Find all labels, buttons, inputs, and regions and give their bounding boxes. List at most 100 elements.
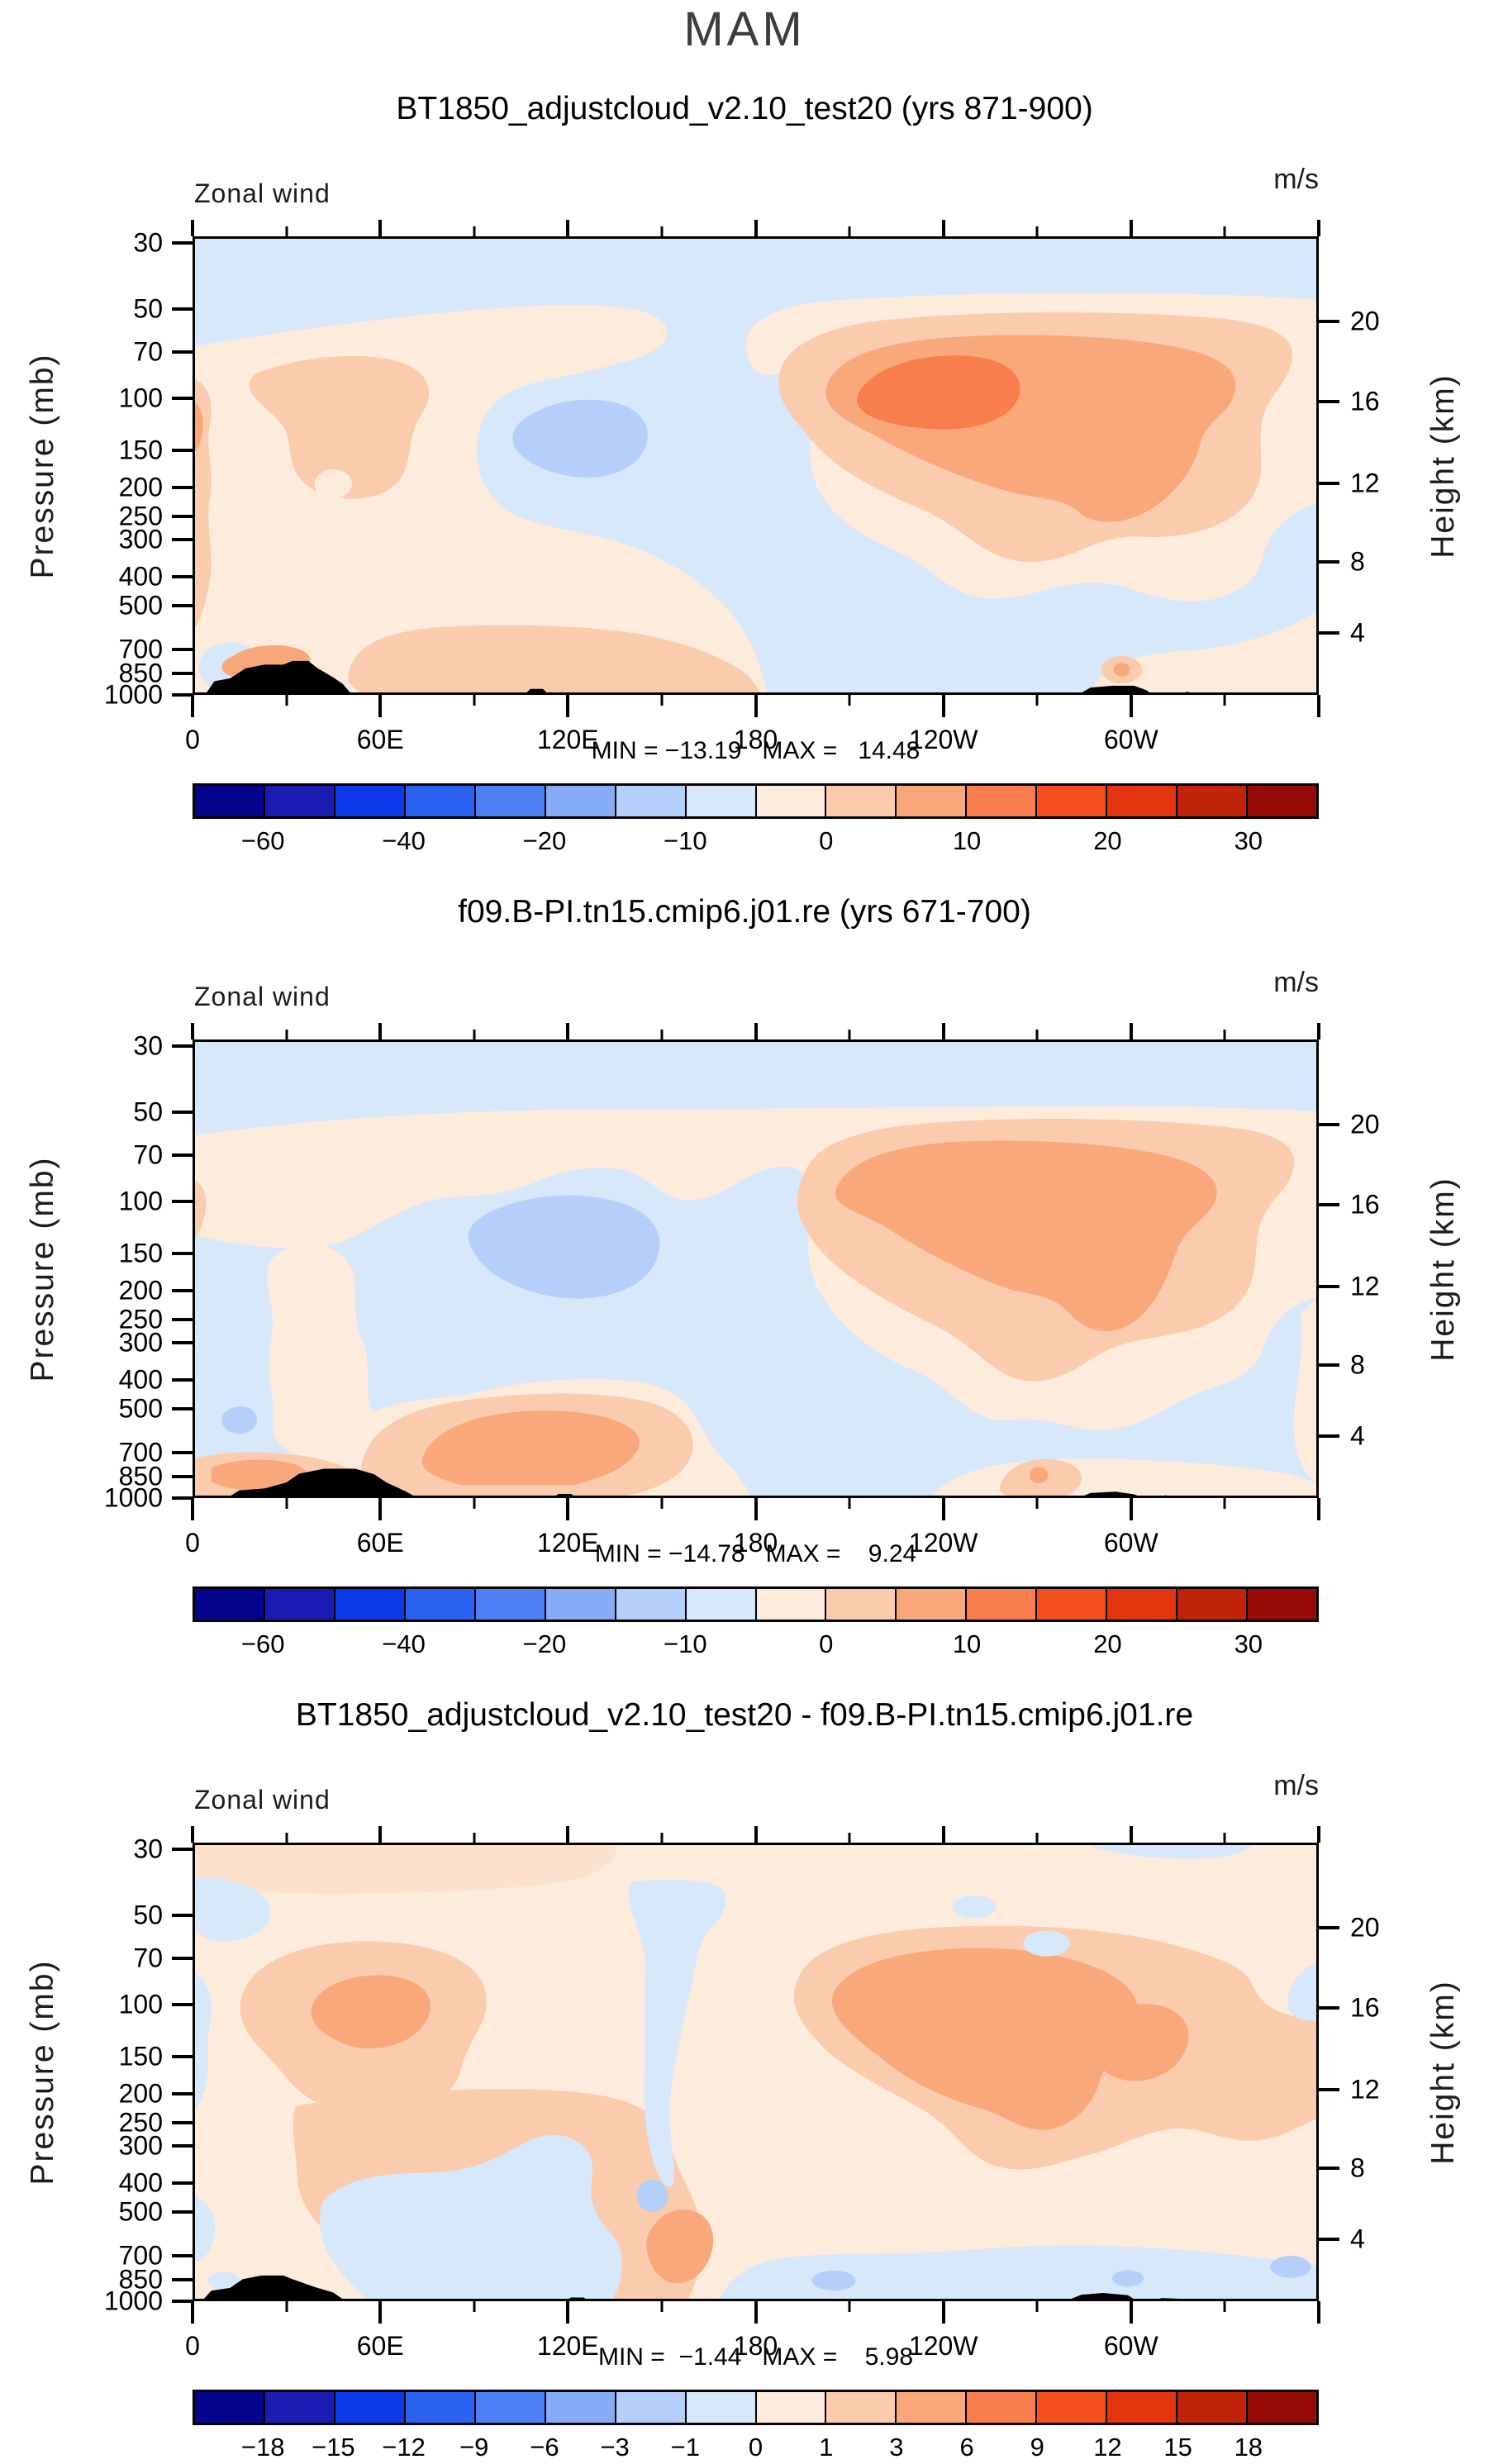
x-major-tick xyxy=(1129,1498,1133,1520)
x-minor-tick xyxy=(1035,2301,1039,2312)
colorbar-cell xyxy=(195,786,264,816)
pressure-tick xyxy=(172,1110,193,1114)
pressure-tick xyxy=(172,2181,193,2185)
colorbar xyxy=(193,783,1319,819)
pressure-tick xyxy=(172,307,193,311)
pressure-tick xyxy=(172,2002,193,2006)
height-tick xyxy=(1319,2237,1339,2241)
pressure-tick xyxy=(172,1153,193,1157)
height-tick xyxy=(1319,560,1339,564)
x-axis-labels: 0 60E 120E 180 120W 60W xyxy=(185,2331,1319,2364)
x-major-tick xyxy=(1317,1498,1320,1520)
x-major-tick xyxy=(566,695,570,717)
x-axis-label: 120E xyxy=(536,725,599,754)
height-tick xyxy=(1319,2088,1339,2092)
pressure-label: 250 xyxy=(118,1304,163,1334)
min-max-stats: MIN = −14.78 MAX = 9.24 xyxy=(594,1540,917,1567)
height-label: 8 xyxy=(1350,2152,1365,2183)
x-axis-label: 60W xyxy=(1103,1528,1158,1558)
x-minor-tick xyxy=(1035,1030,1039,1039)
pressure-label: 500 xyxy=(118,590,163,621)
x-minor-tick xyxy=(848,1498,851,1509)
height-tick xyxy=(1319,1285,1339,1289)
pressure-label: 500 xyxy=(118,1393,163,1424)
height-tick xyxy=(1319,2167,1339,2171)
x-minor-tick xyxy=(1223,1498,1226,1509)
x-axis-label: 60W xyxy=(1103,2331,1158,2361)
panel-title: BT1850_adjustcloud_v2.10_test20 (yrs 871… xyxy=(396,91,1093,126)
colorbar-cell xyxy=(614,2392,685,2423)
x-axis-label: 120W xyxy=(908,1528,978,1558)
pressure-tick xyxy=(172,574,193,578)
pressure-label: 150 xyxy=(118,2041,163,2072)
x-major-tick xyxy=(1129,1023,1133,1039)
colorbar-label: −20 xyxy=(522,826,567,855)
colorbar-label: −1 xyxy=(670,2433,700,2462)
panel-title: BT1850_adjustcloud_v2.10_test20 - f09.B-… xyxy=(295,1697,1194,1733)
height-tick xyxy=(1319,1363,1339,1368)
pressure-label: 70 xyxy=(133,336,163,367)
colorbar-cell xyxy=(1035,1589,1106,1620)
x-minor-tick xyxy=(660,1030,664,1039)
pressure-label: 700 xyxy=(118,634,163,664)
colorbar-label: 0 xyxy=(819,826,834,855)
x-major-tick xyxy=(941,220,945,236)
x-axis-label: 0 xyxy=(185,725,200,754)
x-major-tick xyxy=(378,1498,383,1520)
pressure-label: 300 xyxy=(118,1327,163,1358)
pressure-tick xyxy=(172,1913,193,1917)
pressure-label: 850 xyxy=(118,2264,163,2295)
pressure-label: 200 xyxy=(118,1275,163,1306)
height-tick xyxy=(1319,482,1339,486)
colorbar-cell xyxy=(263,786,334,816)
colorbar-cell xyxy=(895,2392,966,2423)
x-major-tick xyxy=(191,1023,194,1039)
pressure-label: 250 xyxy=(118,2107,163,2138)
pressure-tick xyxy=(172,2278,193,2282)
colorbar xyxy=(193,2390,1319,2425)
pressure-tick xyxy=(172,1252,193,1256)
colorbar-cell xyxy=(965,2392,1036,2423)
pressure-tick xyxy=(172,2253,193,2257)
colorbar-cell xyxy=(473,786,545,816)
pressure-tick xyxy=(172,1377,193,1382)
easterly-minimum-core xyxy=(221,1195,660,1434)
colorbar-cell xyxy=(895,1589,966,1620)
band-negative-stronger xyxy=(636,2179,1311,2291)
x-axis-label: 120W xyxy=(908,725,978,754)
colorbar-cell xyxy=(754,2392,825,2423)
x-major-tick xyxy=(378,2301,383,2324)
x-major-tick xyxy=(1129,695,1133,717)
pressure-label: 700 xyxy=(118,2240,163,2270)
pressure-axis-title: Pressure (mb) xyxy=(25,1156,60,1382)
colorbar-cell xyxy=(1106,1589,1177,1620)
pressure-label: 30 xyxy=(133,227,163,258)
x-axis-labels: 0 60E 120E 180 120W 60W xyxy=(185,725,1319,758)
x-major-tick xyxy=(754,2301,758,2324)
min-max-stats: MIN = −1.44 MAX = 5.98 xyxy=(597,2343,914,2371)
colorbar-label: −60 xyxy=(240,826,285,855)
pressure-label: 400 xyxy=(118,561,163,592)
pressure-label: 250 xyxy=(118,501,163,531)
height-tick xyxy=(1319,319,1339,323)
x-minor-tick xyxy=(473,226,476,236)
x-minor-tick xyxy=(848,695,851,706)
pressure-label: 1000 xyxy=(103,679,163,710)
height-label: 16 xyxy=(1350,1189,1380,1220)
pressure-label: 70 xyxy=(133,1943,163,1973)
colorbar-label: 0 xyxy=(748,2433,764,2462)
easterly-minimum-core xyxy=(512,399,648,478)
colorbar-cell xyxy=(195,2392,264,2423)
pressure-tick xyxy=(172,514,193,518)
colorbar-label: 9 xyxy=(1030,2433,1044,2462)
x-axis-label: 120E xyxy=(536,2331,599,2361)
colorbar-label: 3 xyxy=(889,2433,904,2462)
colorbar-cell xyxy=(544,1589,615,1620)
colorbar-cell xyxy=(965,1589,1036,1620)
pressure-tick xyxy=(172,240,193,245)
colorbar-label: −40 xyxy=(382,826,426,855)
colorbar-label: 6 xyxy=(959,2433,974,2462)
pressure-tick xyxy=(172,396,193,400)
colorbar-cell xyxy=(473,1589,545,1620)
x-axis-label: 60E xyxy=(356,2331,404,2361)
